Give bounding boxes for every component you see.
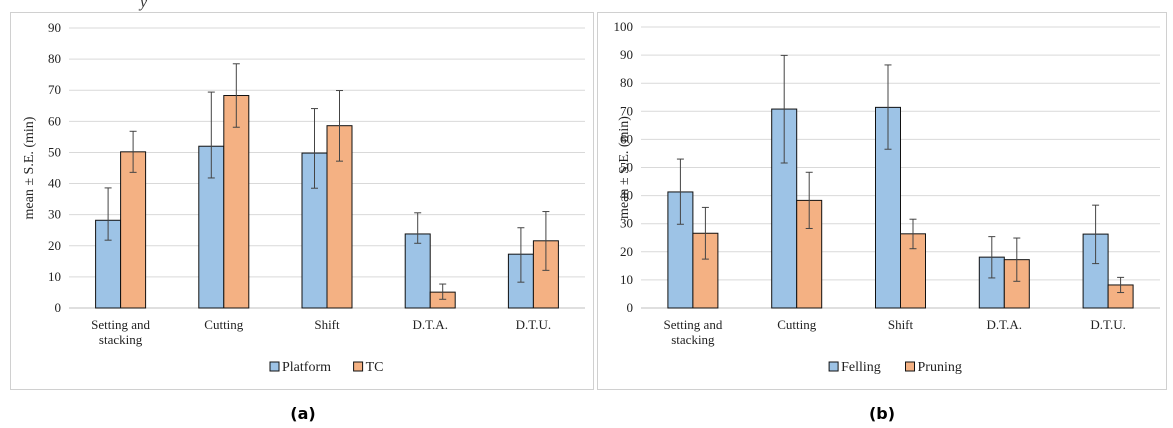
y-tick-label: 50 xyxy=(620,160,633,175)
y-tick-label: 70 xyxy=(620,103,633,118)
legend-label: Felling xyxy=(841,360,881,375)
caption-b: (b) xyxy=(868,404,896,423)
y-tick-label: 80 xyxy=(620,75,633,90)
x-tick-label: D.T.U. xyxy=(1090,317,1126,332)
x-tick-label: Setting and xyxy=(663,317,722,332)
y-axis-label: mean ± S.E. (min) xyxy=(617,116,632,219)
y-tick-label: 80 xyxy=(48,51,61,66)
legend-swatch xyxy=(269,361,280,372)
x-tick-label: D.T.U. xyxy=(516,317,552,332)
bar-tc xyxy=(223,95,250,309)
chart-panel-a: 0 10 20 30 40 50 60 70 80 90 mean ± S.E. (min) Sett… xyxy=(10,12,594,390)
y-tick-label: 40 xyxy=(620,188,633,203)
y-axis-label: mean ± S.E. (min) xyxy=(22,116,37,219)
legend-swatch xyxy=(905,361,915,372)
y-tick-label: 30 xyxy=(620,216,633,231)
bar-platform xyxy=(404,233,431,309)
y-tick-label: 30 xyxy=(48,207,61,222)
x-tick-label: stacking xyxy=(99,332,143,347)
top-text-fragment: y xyxy=(140,0,148,11)
chart-a-svg: 0 10 20 30 40 50 60 70 80 90 mean ± S.E. (min) Sett… xyxy=(22,20,585,375)
legend-label: TC xyxy=(366,360,384,375)
y-tick-label: 90 xyxy=(620,47,633,62)
y-tick-label: 90 xyxy=(48,20,61,35)
y-tick-label: 10 xyxy=(620,272,633,287)
y-tick-label: 10 xyxy=(48,269,61,284)
y-tick-label: 100 xyxy=(614,19,634,34)
legend-label: Platform xyxy=(282,360,331,375)
x-tick-label: Setting and xyxy=(91,317,150,332)
y-tick-label: 70 xyxy=(48,82,61,97)
y-tick-label: 60 xyxy=(620,131,633,146)
x-tick-label: stacking xyxy=(671,332,715,347)
chart-b-svg: 0 10 20 30 40 50 60 70 80 90 100 mean ± S.E. (min) S… xyxy=(614,19,1160,375)
y-tick-label: 50 xyxy=(48,144,61,159)
y-tick-label: 0 xyxy=(55,300,62,315)
x-tick-label: D.T.A. xyxy=(412,317,448,332)
legend-swatch xyxy=(353,361,364,372)
x-tick-label: D.T.A. xyxy=(987,317,1023,332)
x-tick-label: Cutting xyxy=(777,317,817,332)
y-tick-label: 20 xyxy=(48,238,61,253)
caption-a: (a) xyxy=(290,404,316,423)
x-tick-label: Shift xyxy=(888,317,914,332)
y-tick-label: 20 xyxy=(620,244,633,259)
bar-tc xyxy=(120,151,147,309)
chart-panel-b: 0 10 20 30 40 50 60 70 80 90 100 mean ± S.E. (min) S… xyxy=(597,12,1167,390)
y-tick-label: 60 xyxy=(48,113,61,128)
y-tick-label: 40 xyxy=(48,176,61,191)
y-tick-label: 0 xyxy=(627,300,634,315)
legend-label: Pruning xyxy=(918,360,962,375)
x-tick-label: Shift xyxy=(314,317,340,332)
x-tick-label: Cutting xyxy=(204,317,244,332)
legend-swatch xyxy=(828,361,839,372)
